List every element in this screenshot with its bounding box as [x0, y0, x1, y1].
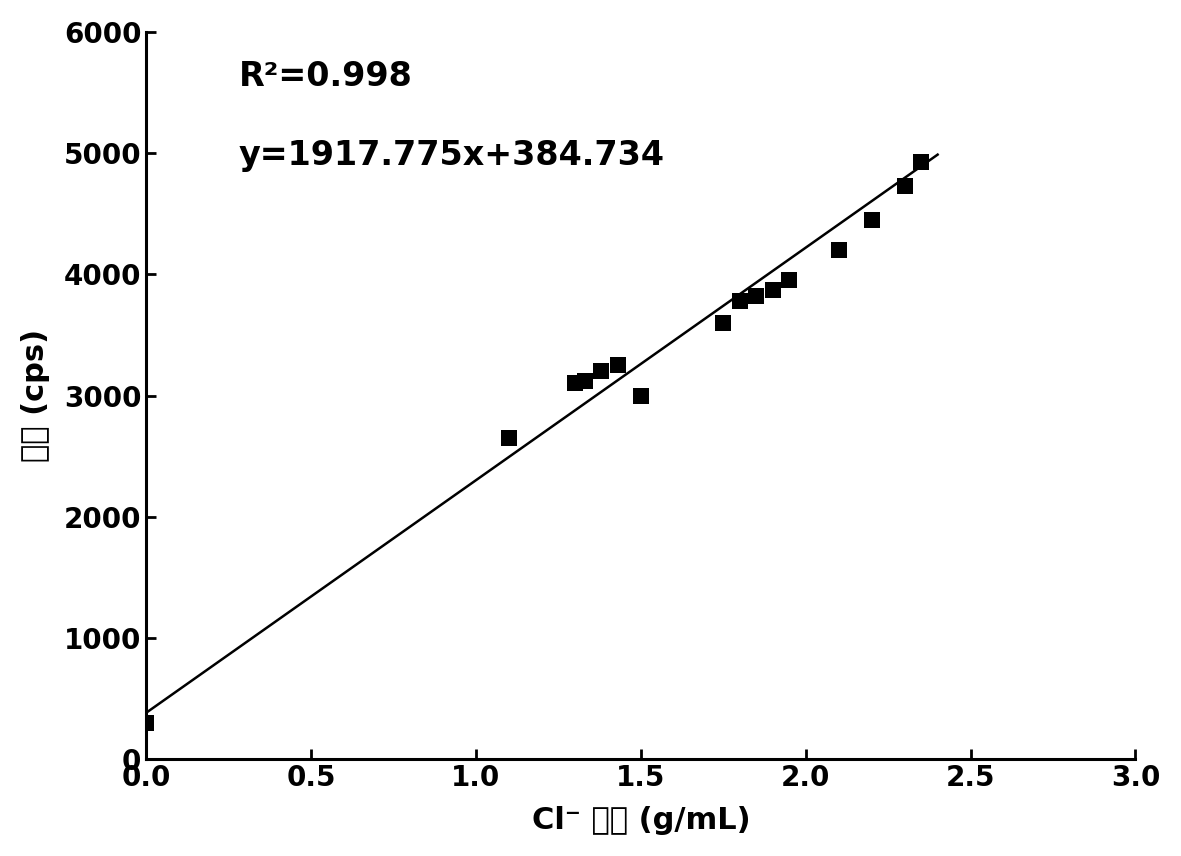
X-axis label: Cl⁻ 浓度 (g/mL): Cl⁻ 浓度 (g/mL)	[531, 806, 750, 835]
Y-axis label: 强度 (cps): 强度 (cps)	[21, 329, 50, 462]
Point	[713, 316, 732, 330]
Text: y=1917.775x+384.734: y=1917.775x+384.734	[239, 140, 665, 172]
Point	[746, 289, 765, 303]
Point	[862, 213, 881, 227]
Point	[137, 716, 156, 730]
Point	[763, 283, 782, 297]
Point	[829, 243, 848, 257]
Point	[632, 389, 651, 402]
Point	[566, 377, 585, 390]
Point	[779, 274, 798, 288]
Point	[895, 179, 914, 193]
Text: R²=0.998: R²=0.998	[239, 61, 412, 93]
Point	[912, 155, 931, 169]
Point	[608, 359, 627, 372]
Point	[575, 374, 594, 388]
Point	[500, 431, 518, 445]
Point	[592, 365, 611, 378]
Point	[730, 294, 749, 308]
